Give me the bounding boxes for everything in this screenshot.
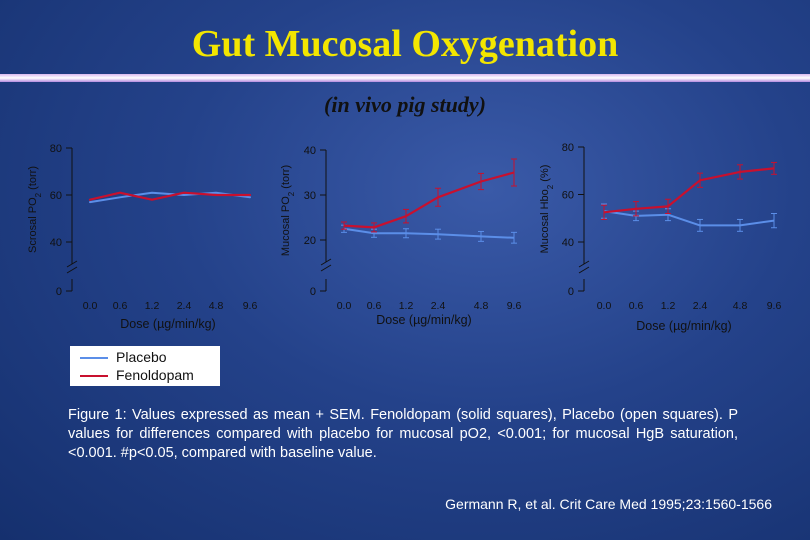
page-subtitle: (in vivo pig study) <box>324 92 486 117</box>
chart1-y-tick-label: 0 <box>56 286 62 298</box>
chart3-series-placebo <box>603 210 775 227</box>
chart1-y-tick-label: 60 <box>50 190 62 202</box>
chart2-series-placebo <box>343 227 515 239</box>
figure-caption: Figure 1: Values expressed as mean + SEM… <box>68 407 738 461</box>
chart3-x-tick-label: 9.6 <box>767 300 782 312</box>
chart2-axis-break-2 <box>320 264 332 272</box>
chart1-x-tick-label: 9.6 <box>243 300 258 312</box>
legend-swatch-placebo <box>80 357 108 359</box>
chart3-y-label: Mucosal Hbo2 (%) <box>539 165 555 254</box>
chart1-axis-break-2 <box>66 266 78 274</box>
chart2-y-tick-label: 40 <box>304 145 316 157</box>
chart3-series-fenoldopam <box>603 167 775 214</box>
chart2-x-tick-label: 0.6 <box>367 300 382 312</box>
chart1-x-tick-label: 2.4 <box>177 300 192 312</box>
chart3-axis-break-1 <box>578 260 590 268</box>
chart3-x-tick-label: 0.0 <box>597 300 612 312</box>
chart1-series-placebo <box>89 191 251 204</box>
chart1-series-fenoldopam <box>88 191 252 201</box>
chart3-y-tick-label: 60 <box>562 190 574 202</box>
chart3-y-tick-label: 40 <box>562 237 574 249</box>
chart3-x-tick-label: 4.8 <box>733 300 748 312</box>
page-title: Gut Mucosal Oxygenation <box>191 23 619 65</box>
chart3-axis-break-2 <box>578 266 590 274</box>
chart1-x-tick-label: 0.0 <box>83 300 98 312</box>
legend-label-placebo: Placebo <box>116 349 167 365</box>
chart2-y-tick-label: 20 <box>304 235 316 247</box>
chart2-x-tick-label: 1.2 <box>399 300 414 312</box>
legend-swatch-fenoldopam <box>80 375 108 377</box>
chart1-x-label: Dose (µg/min/kg) <box>120 317 215 331</box>
chart3-y-tick-label: 80 <box>562 142 574 154</box>
citation: Germann R, et al. Crit Care Med 1995;23:… <box>445 496 772 512</box>
chart2-axis-break-1 <box>320 258 332 266</box>
chart2-x-label: Dose (µg/min/kg) <box>376 313 471 327</box>
chart1-y-tick-label: 40 <box>50 237 62 249</box>
chart3-x-tick-label: 2.4 <box>693 300 708 312</box>
chart1-x-tick-label: 4.8 <box>209 300 224 312</box>
chart2-series-fenoldopam <box>343 171 515 229</box>
chart2-x-tick-label: 0.0 <box>337 300 352 312</box>
chart3-x-tick-label: 1.2 <box>661 300 676 312</box>
chart2-x-tick-label: 2.4 <box>431 300 446 312</box>
chart1-y-label: Scrosal PO2 (torr) <box>27 166 43 253</box>
chart2-y-tick-label: 30 <box>304 190 316 202</box>
legend-box: Placebo Fenoldopam <box>70 346 220 386</box>
legend-label-fenoldopam: Fenoldopam <box>116 367 194 383</box>
chart3-x-tick-label: 0.6 <box>629 300 644 312</box>
chart1-x-tick-label: 0.6 <box>113 300 128 312</box>
chart1-y-tick-label: 80 <box>50 143 62 155</box>
chart2-x-tick-label: 9.6 <box>507 300 522 312</box>
chart3-x-label: Dose (µg/min/kg) <box>636 319 731 333</box>
chart3-y-tick-label: 0 <box>568 286 574 298</box>
title-divider <box>0 74 810 82</box>
chart2-y-label: Mucosal PO2 (torr) <box>280 165 296 256</box>
chart1-x-tick-label: 1.2 <box>145 300 160 312</box>
chart2-y-tick-label: 0 <box>310 286 316 298</box>
chart1-axis-break-1 <box>66 260 78 268</box>
chart2-x-tick-label: 4.8 <box>474 300 489 312</box>
